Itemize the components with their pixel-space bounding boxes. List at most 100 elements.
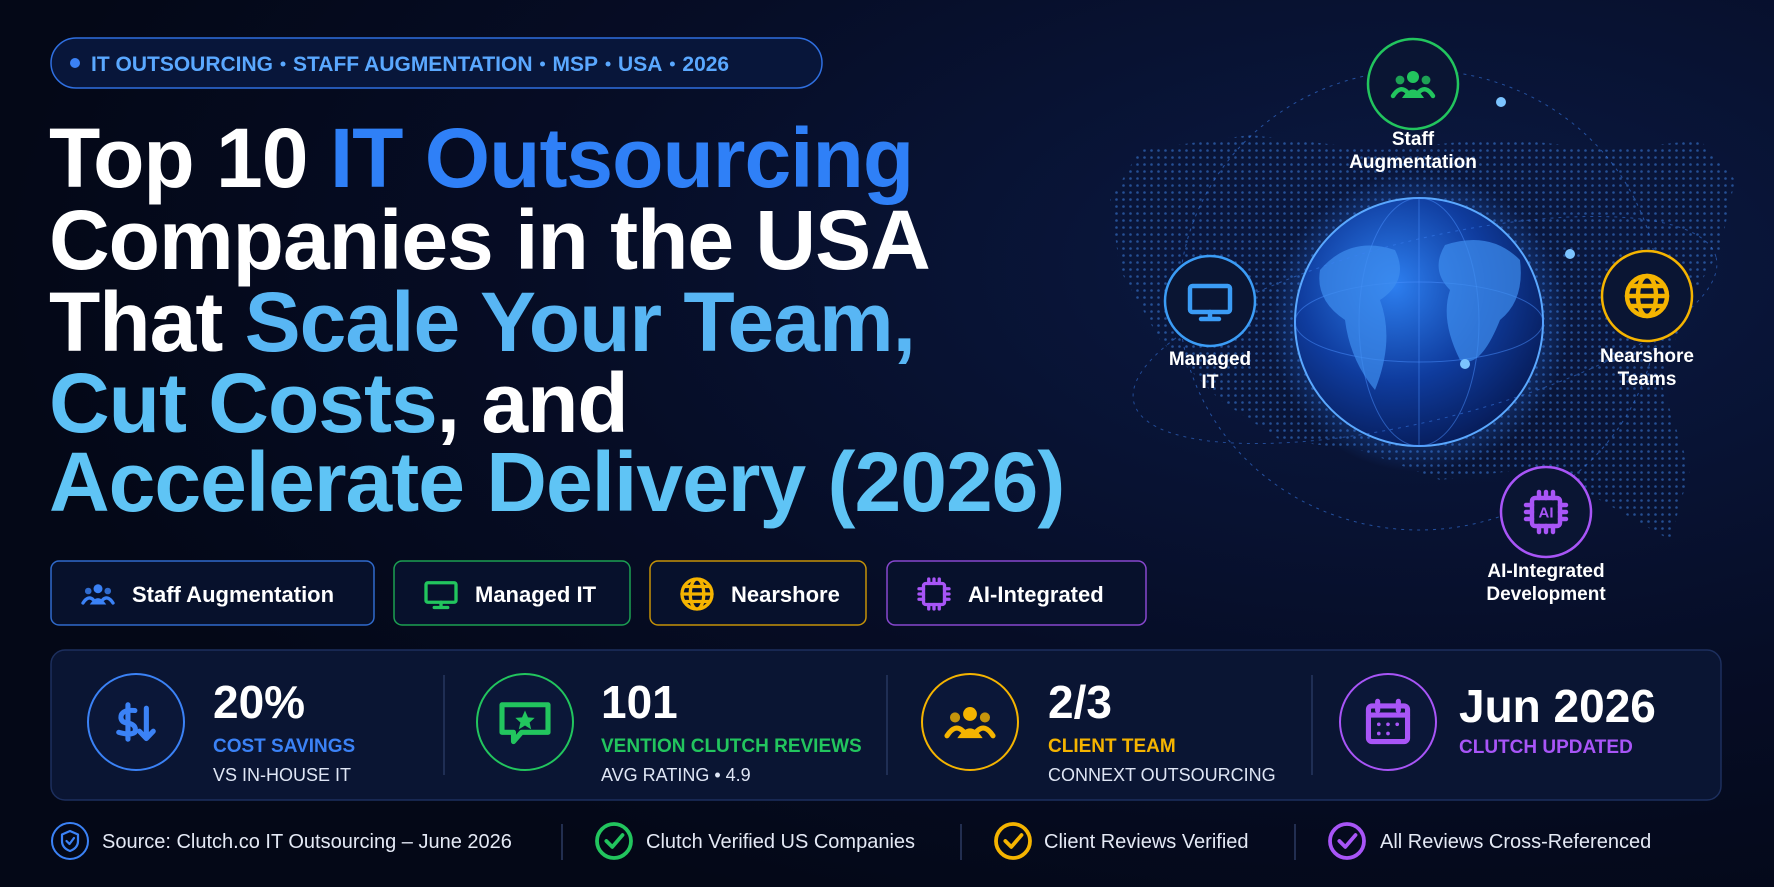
footer-text: Source: Clutch.co IT Outsourcing – June … <box>102 831 512 853</box>
icon-globe <box>680 577 714 611</box>
icon-part <box>1328 822 1366 860</box>
icon-part <box>432 600 450 610</box>
icon-part <box>1624 283 1670 309</box>
icon-part <box>1395 75 1405 85</box>
title-segment: Top 10 <box>49 111 330 205</box>
icon-part <box>974 725 996 739</box>
icon-calendar <box>1365 698 1411 745</box>
stat-label: VENTION CLUTCH REVIEWS <box>601 736 862 757</box>
icon-part <box>1198 309 1222 322</box>
icon-part <box>116 702 138 742</box>
icon-part <box>1003 833 1024 849</box>
icon-check <box>595 822 633 860</box>
icon-part <box>680 584 714 604</box>
pill: Managed IT <box>393 560 631 626</box>
stat: 2/3 CLIENT TEAM CONNEXT OUTSOURCING <box>921 673 1276 785</box>
tag-item: 2026 <box>682 53 729 76</box>
stats-box <box>50 649 1722 801</box>
tag-item: MSP <box>553 53 599 76</box>
footer-text: Clutch Verified US Companies <box>646 831 915 853</box>
stat-value: 2/3 <box>1048 676 1112 728</box>
node-label: Augmentation <box>1349 152 1477 173</box>
icon-check <box>994 822 1032 860</box>
icon-part <box>65 836 76 846</box>
continent <box>1319 245 1400 390</box>
icon-people <box>81 584 115 605</box>
icon-part <box>93 584 103 594</box>
title-segment: Companies in the USA <box>49 193 930 287</box>
title-line: Cut Costs, and <box>49 356 628 450</box>
tag: IT OUTSOURCING STAFF AUGMENTATION MSP USA 20… <box>50 37 823 89</box>
icon-chip: AI <box>1523 489 1569 535</box>
icon-part <box>1416 87 1436 99</box>
icon-monitor <box>424 581 458 610</box>
node-ring <box>1366 37 1460 131</box>
pill: Staff Augmentation <box>50 560 375 626</box>
title-segment: IT Outsourcing <box>330 111 913 205</box>
icon-part <box>60 829 80 853</box>
tag-separator <box>280 61 286 67</box>
stat-label: CLUTCH UPDATED <box>1459 737 1633 758</box>
icon-part <box>979 712 991 723</box>
stat-value: 20% <box>213 676 305 728</box>
pill-label: Staff Augmentation <box>132 582 334 607</box>
title-segment: Cut Costs <box>49 356 437 450</box>
tag-separator <box>540 61 546 67</box>
pill: AI-Integrated <box>886 560 1147 626</box>
icon-part <box>1407 71 1419 83</box>
stat-sublabel: CONNEXT OUTSOURCING <box>1048 765 1276 785</box>
icon-part <box>1376 722 1381 727</box>
stat-icon-ring <box>87 673 185 771</box>
stat: 101 VENTION CLUTCH REVIEWS AVG RATING • 4.… <box>476 673 862 785</box>
stats-panel: 20% COST SAVINGS VS IN-HOUSE IT 101 VENTION … <box>50 649 1722 801</box>
icon-part <box>949 712 961 723</box>
title-line: Top 10 IT Outsourcing <box>49 111 913 205</box>
icon-part <box>1395 722 1400 727</box>
title-segment: Scale Your Team, <box>245 275 915 369</box>
icon-part <box>963 707 977 721</box>
glow-dot <box>1565 249 1575 259</box>
icon-part <box>1421 75 1431 85</box>
tag-pill <box>50 37 823 89</box>
icon-shield <box>60 829 80 853</box>
title-segment: Accelerate Delivery (2026) <box>49 435 1064 529</box>
icon-part <box>499 702 551 745</box>
node-label: Managed <box>1169 349 1251 370</box>
orbit <box>1132 215 1718 445</box>
icon-part <box>595 822 633 860</box>
node-label: Teams <box>1618 369 1677 390</box>
pill-box <box>393 560 631 626</box>
node-ring <box>1163 254 1257 348</box>
continent <box>1438 240 1521 362</box>
footer-item: All Reviews Cross-Referenced <box>1328 822 1651 860</box>
tag-separator <box>669 61 675 67</box>
tag-separator <box>605 61 611 67</box>
icon-people <box>1390 71 1436 99</box>
footer-text: Client Reviews Verified <box>1044 831 1249 853</box>
stat-value: Jun 2026 <box>1459 680 1656 732</box>
pill-label: AI-Integrated <box>968 582 1104 607</box>
icon-part <box>100 596 115 605</box>
icon-part <box>1365 703 1411 745</box>
stat-label: COST SAVINGS <box>213 736 355 757</box>
title-line: Accelerate Delivery (2026) <box>49 435 1064 529</box>
node-label: IT <box>1202 372 1219 393</box>
footer-text: All Reviews Cross-Referenced <box>1380 831 1651 853</box>
footer-item: Clutch Verified US Companies <box>595 822 915 860</box>
icon-chat <box>499 702 551 745</box>
stat-value: 101 <box>601 676 678 728</box>
node-label: AI-Integrated <box>1487 561 1604 582</box>
icon-part <box>944 725 966 739</box>
icon-part <box>994 822 1032 860</box>
icon-part <box>604 833 625 849</box>
stat: 20% COST SAVINGS VS IN-HOUSE IT <box>87 673 355 785</box>
pill-box <box>50 560 375 626</box>
icon-part <box>84 587 92 595</box>
node-label: Staff <box>1392 129 1435 150</box>
stat: Jun 2026 CLUTCH UPDATED <box>1339 673 1656 771</box>
